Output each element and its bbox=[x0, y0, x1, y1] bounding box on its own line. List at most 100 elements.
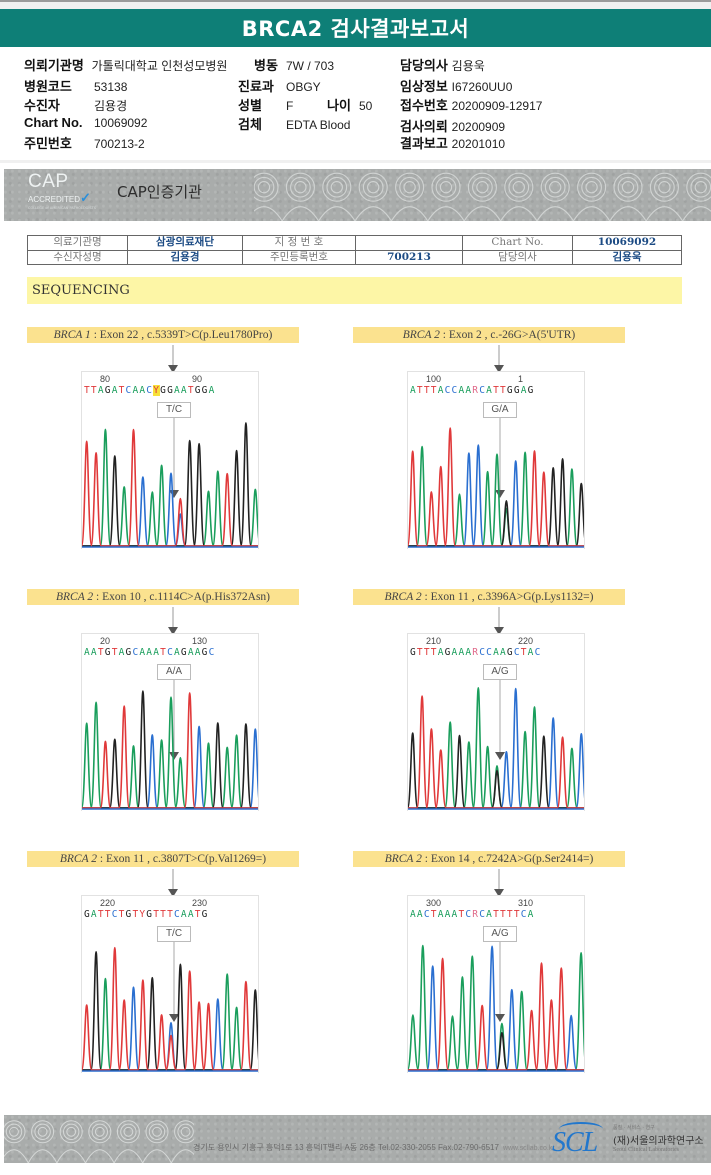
info-label: Chart No. bbox=[24, 115, 83, 130]
scl-logo-arc-icon bbox=[559, 1122, 603, 1136]
base-call: G bbox=[410, 647, 417, 658]
table-cell: 김용경 bbox=[127, 249, 243, 265]
info-label: 성별 bbox=[238, 99, 262, 114]
variant-panel: BRCA 2 : Exon 11 , c.3807T>C(p.Val1269=)… bbox=[27, 851, 317, 1111]
info-label: 검체 bbox=[238, 118, 262, 133]
base-call: G bbox=[201, 647, 209, 658]
table-cell: 수신자성명 bbox=[27, 249, 128, 265]
table-cell: 삼광의료재단 bbox=[127, 235, 243, 251]
info-label: 접수번호 bbox=[400, 99, 448, 114]
trace-a bbox=[82, 696, 258, 809]
scl-org-name: 품질 · 서비스 · 연구 (재)서울의과학연구소 Seoul Clinical… bbox=[613, 1124, 704, 1153]
cap-banner: CAP ACCREDITED✓ COLLEGE of AMERICAN PATH… bbox=[4, 169, 711, 221]
genotype-label: A/G bbox=[483, 664, 517, 680]
variant-description: : Exon 22 , c.5339T>C(p.Leu1780Pro) bbox=[90, 329, 273, 341]
trace-t bbox=[408, 695, 584, 809]
base-call: A bbox=[437, 909, 445, 920]
base-call: T bbox=[153, 909, 161, 920]
patient-info-table: 의료기관명 삼광의료재단 지 정 번 호 Chart No. 10069092 … bbox=[27, 235, 682, 265]
footer-wave-decoration bbox=[4, 1120, 194, 1163]
trace-plot bbox=[82, 942, 258, 1072]
variant-marker-icon bbox=[169, 1014, 179, 1022]
base-call: A bbox=[173, 385, 181, 396]
base-call: A bbox=[499, 647, 507, 658]
base-call: T bbox=[493, 385, 500, 396]
info-value: 50 bbox=[359, 99, 373, 113]
base-call: R bbox=[472, 909, 480, 920]
base-sequence: TTAGATCAACYGGAATGGA bbox=[84, 385, 216, 396]
info-value: 7W / 703 bbox=[286, 59, 335, 73]
chromatogram: 80 90 TTAGATCAACYGGAATGGA T/C bbox=[81, 371, 259, 549]
base-call: G bbox=[506, 647, 514, 658]
base-call: T bbox=[430, 909, 438, 920]
info-value: F bbox=[286, 99, 294, 113]
info-ward: 병동 7W / 703 bbox=[254, 55, 334, 74]
table-row: 의료기관명 삼광의료재단 지 정 번 호 Chart No. 10069092 bbox=[27, 235, 682, 251]
pointer-arrow-icon bbox=[494, 345, 504, 373]
base-call: A bbox=[84, 647, 91, 658]
base-call: A bbox=[153, 647, 161, 658]
base-call: T bbox=[430, 647, 438, 658]
base-call: C bbox=[444, 385, 452, 396]
pointer-arrow-icon bbox=[494, 869, 504, 897]
base-call: G bbox=[104, 647, 112, 658]
footer-banner: 경기도 용인시 기흥구 흥덕1로 13 흥덕IT밸리 A동 26층 Tel.02… bbox=[4, 1115, 711, 1163]
base-call: T bbox=[416, 647, 424, 658]
sequencing-section-title: SEQUENCING bbox=[27, 277, 682, 304]
chromatogram: 210 220 GTTTAGAAARCCAAGCTAC A/G bbox=[407, 633, 585, 811]
base-call: G bbox=[180, 647, 188, 658]
pointer-arrow-icon bbox=[168, 607, 178, 635]
base-call: A bbox=[493, 647, 500, 658]
scl-logo: SCL bbox=[552, 1127, 598, 1158]
base-call: C bbox=[132, 647, 140, 658]
pointer-arrow-icon bbox=[494, 607, 504, 635]
base-call: G bbox=[527, 385, 535, 396]
info-value: 20200909-12917 bbox=[451, 99, 543, 113]
base-call: A bbox=[139, 647, 147, 658]
base-sequence: GTTTAGAAARCCAAGCTAC bbox=[410, 647, 542, 658]
base-call: A bbox=[97, 385, 105, 396]
base-call: A bbox=[187, 909, 195, 920]
info-value: I67260UU0 bbox=[451, 80, 513, 94]
top-divider bbox=[0, 0, 711, 2]
base-call: G bbox=[506, 385, 514, 396]
base-call: G bbox=[194, 385, 202, 396]
base-call: A bbox=[194, 647, 202, 658]
base-call: T bbox=[423, 385, 431, 396]
trace-c bbox=[82, 725, 258, 809]
base-call: A bbox=[208, 385, 216, 396]
base-call: A bbox=[437, 385, 445, 396]
pointer-arrow-icon bbox=[168, 869, 178, 897]
info-value: 20200909 bbox=[451, 120, 506, 134]
info-value: 김용경 bbox=[94, 99, 128, 113]
trace-t bbox=[82, 946, 258, 1071]
variant-marker-icon bbox=[495, 752, 505, 760]
trace-plot bbox=[82, 418, 258, 548]
info-label: 검사의뢰 bbox=[400, 120, 448, 135]
info-sex: 성별 F bbox=[238, 95, 293, 114]
variant-marker-icon bbox=[495, 1014, 505, 1022]
base-sequence: AACTAAATCRCATTTTCA bbox=[410, 909, 535, 920]
info-age: 나이 50 bbox=[327, 95, 372, 114]
base-call: G bbox=[160, 385, 168, 396]
base-call: C bbox=[146, 385, 154, 396]
base-call: T bbox=[104, 909, 112, 920]
base-call: T bbox=[97, 909, 105, 920]
base-call: T bbox=[160, 647, 168, 658]
info-value: OBGY bbox=[286, 80, 321, 94]
base-call: C bbox=[451, 385, 459, 396]
base-call: G bbox=[84, 909, 91, 920]
info-label: 주민번호 bbox=[24, 137, 72, 152]
base-call: A bbox=[111, 385, 119, 396]
genotype-label: G/A bbox=[483, 402, 517, 418]
info-value: EDTA Blood bbox=[286, 118, 351, 132]
base-call: A bbox=[410, 909, 417, 920]
base-call: T bbox=[499, 909, 507, 920]
base-call: G bbox=[146, 909, 154, 920]
variant-panel: BRCA 2 : Exon 14 , c.7242A>G(p.Ser2414=)… bbox=[353, 851, 643, 1111]
base-call: G bbox=[125, 647, 133, 658]
variant-description: : Exon 11 , c.3396A>G(p.Lys1132=) bbox=[421, 591, 594, 603]
variant-description: : Exon 10 , c.1114C>A(p.His372Asn) bbox=[93, 591, 271, 603]
table-cell: 10069092 bbox=[572, 235, 682, 251]
variant-panel: BRCA 2 : Exon 11 , c.3396A>G(p.Lys1132=)… bbox=[353, 589, 643, 849]
